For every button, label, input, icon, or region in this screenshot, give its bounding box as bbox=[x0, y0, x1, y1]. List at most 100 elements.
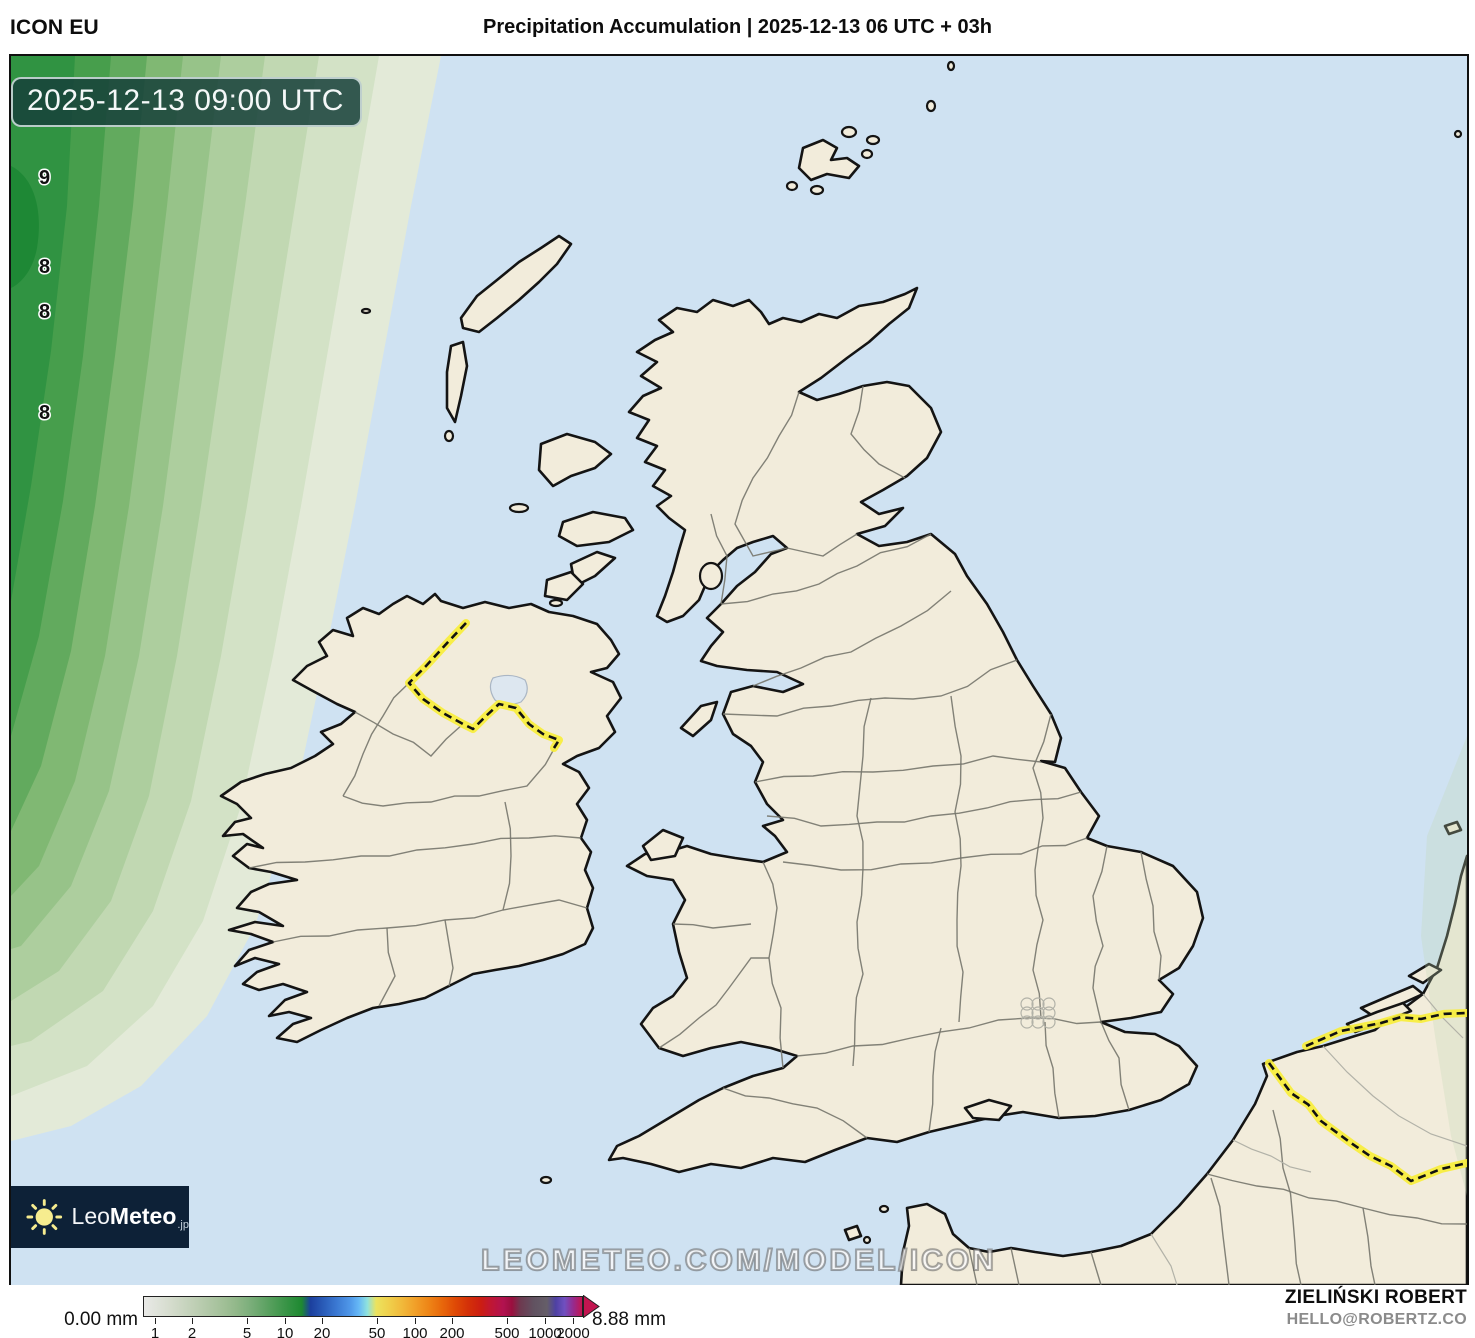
colorbar-tick-label: 50 bbox=[368, 1325, 386, 1338]
department-boundary bbox=[1398, 1115, 1467, 1147]
county-boundary bbox=[658, 957, 769, 1049]
colorbar-tick bbox=[247, 1318, 248, 1324]
urban-boundary-cluster bbox=[1042, 1015, 1056, 1029]
colorbar-tick-label: 2000 bbox=[556, 1325, 590, 1338]
county-boundary bbox=[1044, 1021, 1060, 1119]
map-canvas: 9 8 8 8 2025-12-13 09:00 UTC bbox=[9, 54, 1469, 1287]
page-title: Precipitation Accumulation | 2025-12-13 … bbox=[483, 16, 992, 38]
county-boundary bbox=[734, 391, 800, 557]
small-island bbox=[508, 502, 530, 514]
county-boundary bbox=[968, 1247, 978, 1285]
county-boundary bbox=[378, 927, 396, 1007]
land-shape bbox=[679, 700, 719, 738]
department-boundary bbox=[1322, 1045, 1400, 1117]
colorbar-tick-label: 20 bbox=[313, 1325, 331, 1338]
colorbar-tick bbox=[415, 1318, 416, 1324]
county-boundary bbox=[754, 755, 1042, 783]
county-boundary bbox=[752, 590, 952, 687]
colorbar-tick bbox=[507, 1318, 508, 1324]
county-boundary bbox=[720, 533, 932, 605]
county-boundary bbox=[672, 923, 752, 929]
county-boundary bbox=[342, 739, 560, 807]
urban-boundary-cluster bbox=[1031, 997, 1045, 1011]
small-island bbox=[946, 60, 956, 72]
logo-suffix: .jp bbox=[177, 1219, 189, 1231]
county-boundary bbox=[342, 682, 410, 797]
small-island bbox=[548, 598, 564, 608]
county-boundary bbox=[1140, 851, 1162, 981]
contour-labels: 9 8 8 8 bbox=[38, 166, 52, 426]
logo-wordmark: LeoMeteo.jp bbox=[72, 1203, 189, 1231]
colorbar-tick bbox=[377, 1318, 378, 1324]
leometeo-logo: LeoMeteo.jp bbox=[11, 1186, 189, 1248]
land-shape bbox=[543, 570, 585, 602]
county-boundary bbox=[444, 919, 454, 987]
contour-label-8a: 8 bbox=[39, 256, 50, 278]
land-shape bbox=[843, 1224, 863, 1242]
admin-boundaries bbox=[248, 385, 1467, 1285]
colorbar-tick-label: 1000 bbox=[528, 1325, 562, 1338]
colorbar-tick bbox=[452, 1318, 453, 1324]
department-boundary bbox=[1150, 1233, 1178, 1285]
logo-text-bold: Meteo bbox=[109, 1203, 177, 1229]
county-boundary bbox=[1010, 1247, 1020, 1285]
county-boundary bbox=[1210, 1177, 1230, 1285]
county-boundary bbox=[1100, 1021, 1130, 1111]
county-boundary bbox=[1206, 1173, 1467, 1225]
land-shape bbox=[219, 592, 623, 1044]
sun-icon bbox=[26, 1199, 63, 1235]
urban-boundary-cluster bbox=[1031, 1006, 1045, 1020]
land-shape bbox=[1443, 820, 1463, 836]
small-island bbox=[1453, 129, 1463, 139]
land-shape bbox=[459, 234, 573, 334]
model-name: ICON EU bbox=[10, 16, 99, 39]
small-island bbox=[360, 307, 372, 315]
urban-boundary-cluster bbox=[1020, 1006, 1034, 1020]
land-shape bbox=[537, 432, 613, 488]
colorbar-tick-label: 100 bbox=[402, 1325, 428, 1338]
colorbar-tick-label: 200 bbox=[439, 1325, 465, 1338]
colorbar-tick bbox=[573, 1318, 574, 1324]
small-island bbox=[925, 99, 937, 113]
county-boundary bbox=[1272, 1109, 1302, 1285]
national-border bbox=[407, 622, 561, 749]
county-boundary bbox=[1032, 713, 1052, 1019]
county-boundary bbox=[766, 791, 1082, 827]
precip-edge-tint bbox=[1421, 736, 1467, 1196]
colorbar-tick-label: 2 bbox=[187, 1325, 197, 1338]
county-boundary bbox=[354, 711, 464, 757]
county-boundary bbox=[950, 695, 964, 1023]
small-island bbox=[878, 1204, 890, 1214]
colorbar-tick bbox=[192, 1318, 193, 1324]
county-boundary bbox=[502, 801, 512, 911]
urban-boundary-cluster bbox=[1042, 1006, 1056, 1020]
colorbar-tick bbox=[285, 1318, 286, 1324]
colorbar-tick-label: 1 bbox=[150, 1325, 160, 1338]
author-name: ZIELIŃSKI ROBERT bbox=[1284, 1287, 1467, 1308]
department-boundary bbox=[1232, 1139, 1312, 1173]
county-boundary bbox=[786, 533, 858, 557]
urban-boundary-cluster bbox=[1020, 1015, 1034, 1029]
urban-boundary-cluster bbox=[1020, 997, 1034, 1011]
land-shape bbox=[797, 138, 861, 182]
small-island bbox=[809, 184, 825, 196]
contour-label-9: 9 bbox=[39, 167, 50, 189]
county-boundary bbox=[852, 697, 872, 1067]
land-shape bbox=[445, 340, 469, 424]
county-boundary bbox=[1090, 1251, 1102, 1285]
small-island bbox=[860, 148, 874, 160]
county-boundary bbox=[722, 1087, 868, 1139]
author-contact: HELLO@ROBERTZ.CO bbox=[1286, 1311, 1467, 1328]
contour-label-8b: 8 bbox=[39, 301, 50, 323]
land-shape bbox=[641, 828, 685, 862]
land-shape bbox=[607, 286, 1205, 1174]
country-borders bbox=[405, 619, 1467, 1185]
county-boundary bbox=[850, 385, 906, 479]
legend-min-label: 0.00 mm bbox=[64, 1309, 138, 1330]
colorbar-tick-label: 5 bbox=[242, 1325, 252, 1338]
colorbar-tick bbox=[322, 1318, 323, 1324]
county-boundary bbox=[248, 835, 582, 869]
small-island bbox=[539, 1175, 553, 1185]
county-boundary bbox=[272, 899, 588, 943]
